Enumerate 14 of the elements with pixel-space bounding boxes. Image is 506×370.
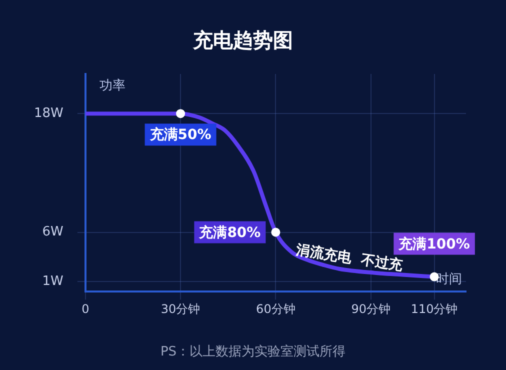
y-tick-label: 1W — [42, 274, 64, 290]
x-tick-label: 30分钟 — [160, 302, 200, 316]
y-tick-label: 6W — [42, 224, 64, 240]
annotation: 充满50% — [148, 126, 212, 144]
y-axis-title: 功率 — [99, 77, 126, 94]
x-tick-label: 60分钟 — [256, 302, 296, 316]
x-tick-label: 90分钟 — [351, 302, 390, 316]
annotation: 充满80% — [198, 224, 261, 241]
y-tick-label: 18W — [34, 106, 64, 121]
chart-title: 充电趋势图 — [192, 28, 293, 52]
text: PS：以上数据为实验室测试所得 — [160, 343, 346, 360]
x-tick-label: 0 — [82, 302, 90, 316]
annotation: 充满100% — [398, 235, 470, 252]
x-tick-label: 110分钟 — [410, 302, 458, 316]
